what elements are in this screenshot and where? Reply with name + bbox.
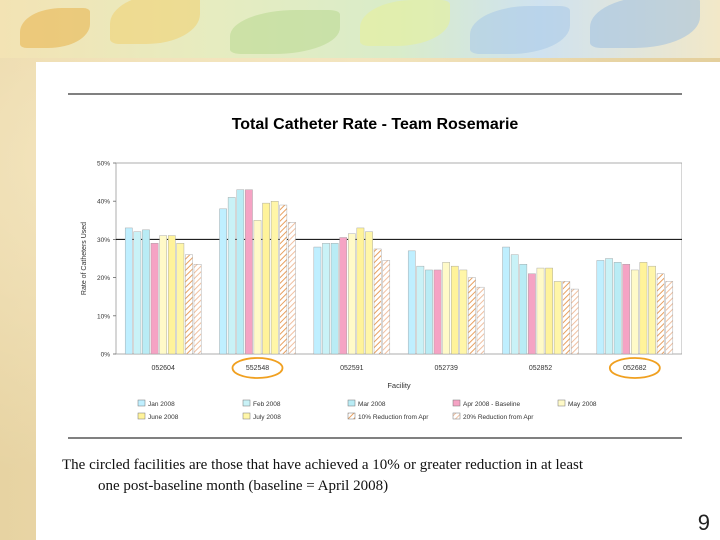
bar-052604-6 bbox=[176, 243, 185, 355]
bar-chart: Total Catheter Rate - Team Rosemarie 0% 10… bbox=[68, 93, 682, 439]
bar-052604-8 bbox=[193, 264, 202, 355]
bar-052591-6 bbox=[365, 231, 373, 355]
bar-052739-4 bbox=[442, 262, 450, 355]
bar-052591-8 bbox=[382, 260, 391, 355]
bar-052739-8 bbox=[476, 286, 485, 355]
bar-052852-0 bbox=[502, 246, 510, 355]
legend-swatch-5 bbox=[137, 412, 146, 420]
y-tick-label: 30% bbox=[97, 237, 110, 244]
legend-swatch-1 bbox=[242, 399, 251, 407]
bar-552548-5 bbox=[262, 202, 270, 355]
y-tick-label: 10% bbox=[97, 313, 110, 320]
page-number: 9 bbox=[697, 510, 710, 535]
chart-title: Total Catheter Rate - Team Rosemarie bbox=[232, 116, 519, 133]
bar-052682-5 bbox=[639, 262, 648, 355]
caption-line-2: one post-baseline month (baseline = Apri… bbox=[98, 478, 389, 494]
y-tick-label: 20% bbox=[97, 275, 110, 282]
bar-052739-0 bbox=[407, 250, 416, 355]
bar-052604-3 bbox=[150, 243, 159, 355]
legend-swatch-7 bbox=[347, 412, 356, 420]
bar-052682-0 bbox=[596, 260, 605, 355]
bar-052591-7 bbox=[373, 248, 382, 355]
legend-label-6: July 2008 bbox=[253, 414, 281, 421]
bar-052852-3 bbox=[528, 273, 536, 355]
legend-label-8: 20% Reduction from Apr bbox=[463, 414, 534, 421]
bar-052682-3 bbox=[622, 264, 631, 355]
bar-052591-4 bbox=[348, 233, 356, 355]
bar-052591-2 bbox=[330, 243, 339, 355]
bar-052682-2 bbox=[613, 262, 622, 355]
bar-052682-4 bbox=[631, 269, 639, 355]
legend-swatch-6 bbox=[242, 412, 251, 420]
x-tick-label-052739: 052739 bbox=[434, 365, 457, 372]
plot-area bbox=[115, 162, 682, 355]
bar-552548-4 bbox=[253, 220, 262, 355]
y-tick-label: 50% bbox=[97, 161, 110, 168]
bar-052604-7 bbox=[185, 254, 193, 355]
caption-line-1: The circled facilities are those that ha… bbox=[62, 457, 584, 473]
x-tick-label-052852: 052852 bbox=[529, 365, 552, 372]
bar-052739-7 bbox=[468, 277, 476, 355]
bar-052604-5 bbox=[167, 235, 176, 355]
bar-052682-7 bbox=[656, 273, 665, 355]
caption: The circled facilities are those that ha… bbox=[62, 455, 702, 497]
bar-052682-8 bbox=[665, 281, 674, 355]
legend-swatch-8 bbox=[452, 412, 461, 420]
legend-swatch-2 bbox=[347, 399, 356, 407]
legend-label-1: Feb 2008 bbox=[253, 401, 281, 408]
decorative-banner bbox=[0, 0, 720, 58]
bar-052739-1 bbox=[416, 265, 425, 355]
bar-052852-7 bbox=[562, 281, 571, 355]
bar-052682-1 bbox=[605, 258, 613, 355]
y-axis-label: Rate of Catheters Used bbox=[81, 222, 88, 295]
bar-052852-8 bbox=[571, 288, 579, 355]
x-tick-label-052591: 052591 bbox=[340, 365, 363, 372]
bar-052604-2 bbox=[142, 229, 150, 355]
bar-552548-3 bbox=[245, 189, 253, 355]
bar-052591-5 bbox=[356, 227, 365, 355]
bar-052604-1 bbox=[133, 231, 142, 355]
legend-label-2: Mar 2008 bbox=[358, 401, 386, 408]
bar-052739-3 bbox=[433, 269, 442, 355]
bar-052739-6 bbox=[459, 269, 468, 355]
chart-container: Total Catheter Rate - Team Rosemarie 0% 10… bbox=[68, 93, 682, 439]
legend-swatch-4 bbox=[557, 399, 566, 407]
x-tick-label-552548: 552548 bbox=[246, 365, 269, 372]
bar-552548-6 bbox=[270, 200, 279, 355]
circle-highlight-552548 bbox=[231, 357, 284, 379]
bar-552548-7 bbox=[279, 204, 288, 355]
bar-552548-1 bbox=[227, 197, 236, 355]
x-axis-label: Facility bbox=[387, 381, 411, 390]
bar-052852-2 bbox=[519, 264, 528, 355]
legend-swatch-3 bbox=[452, 399, 461, 407]
bar-552548-2 bbox=[236, 189, 245, 355]
legend-label-0: Jan 2008 bbox=[148, 401, 175, 408]
legend-label-7: 10% Reduction from Apr bbox=[358, 414, 429, 421]
bar-052852-6 bbox=[553, 281, 562, 355]
legend-label-4: May 2008 bbox=[568, 401, 597, 408]
bar-552548-0 bbox=[219, 208, 227, 355]
legend-swatch-0 bbox=[137, 399, 146, 407]
legend-label-3: Apr 2008 - Baseline bbox=[463, 401, 520, 408]
bar-552548-8 bbox=[288, 222, 296, 355]
bar-052604-0 bbox=[124, 227, 133, 355]
bar-052739-5 bbox=[450, 265, 459, 355]
bar-052852-5 bbox=[545, 267, 553, 355]
bar-052739-2 bbox=[425, 269, 433, 355]
bar-052604-4 bbox=[159, 235, 167, 355]
bar-052852-1 bbox=[510, 254, 519, 355]
bar-052682-6 bbox=[648, 265, 656, 355]
bar-052591-3 bbox=[339, 237, 348, 355]
y-tick-label: 0% bbox=[101, 352, 111, 359]
bar-052591-1 bbox=[322, 243, 330, 355]
x-tick-label-052604: 052604 bbox=[151, 365, 174, 372]
y-tick-label: 40% bbox=[97, 199, 110, 206]
x-tick-label-052682: 052682 bbox=[623, 365, 646, 372]
bar-052591-0 bbox=[313, 246, 322, 355]
legend-label-5: June 2008 bbox=[148, 414, 179, 421]
bar-052852-4 bbox=[536, 267, 545, 355]
circle-highlight-052682 bbox=[608, 357, 661, 379]
